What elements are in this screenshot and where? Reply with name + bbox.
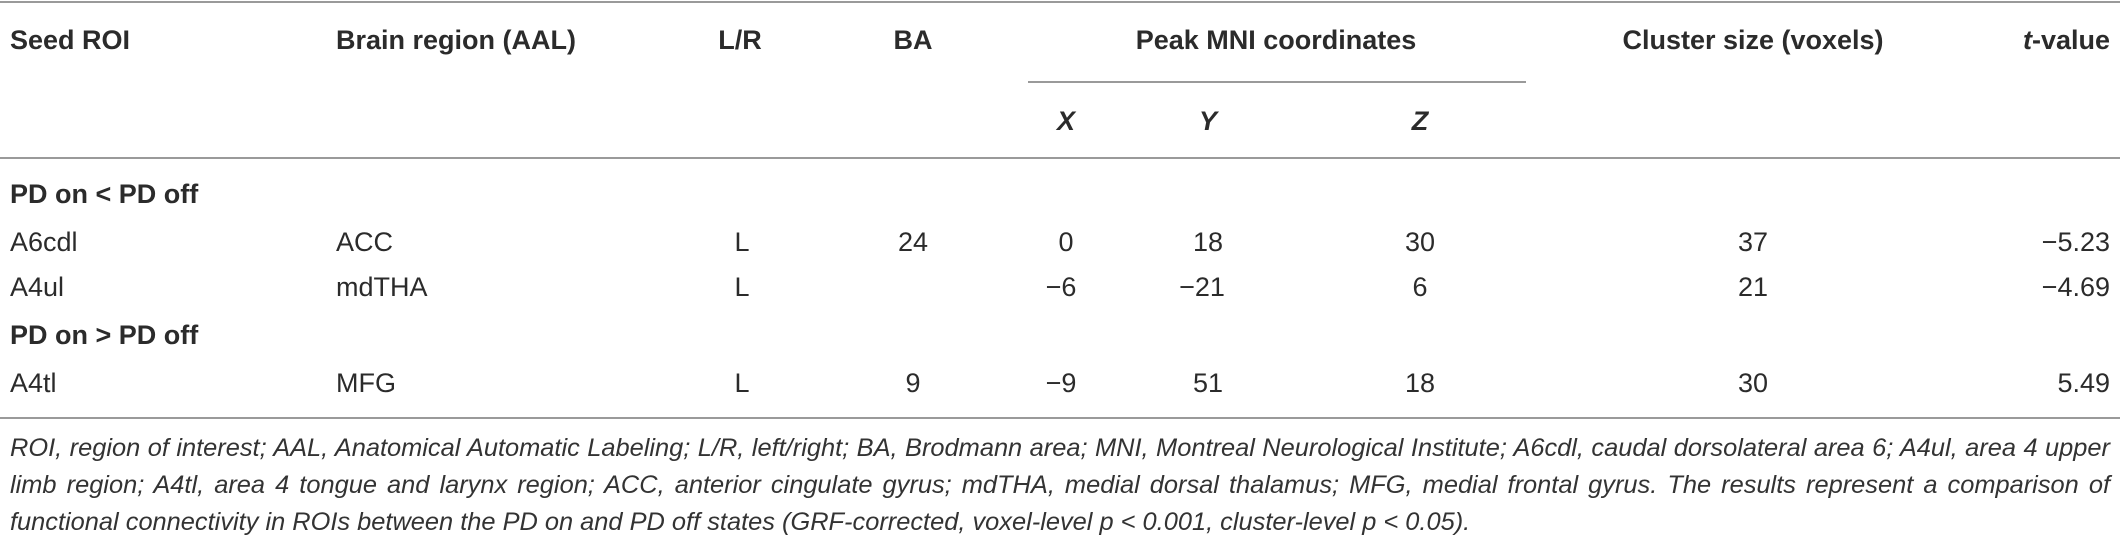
header-ba: BA (893, 25, 933, 55)
cell-y: −21 (1179, 272, 1225, 302)
cell-lr: L (734, 368, 750, 398)
cell-region: MFG (336, 368, 396, 398)
cell-x: 0 (1058, 227, 1074, 257)
cell-cluster: 21 (1737, 272, 1769, 302)
cell-x: −6 (1045, 272, 1077, 302)
header-brain-region: Brain region (AAL) (336, 25, 576, 55)
header-x: X (1056, 106, 1076, 136)
table-bottom-rule (0, 417, 2120, 419)
header-cluster-size: Cluster size (voxels) (1622, 25, 1884, 55)
cell-y: 51 (1192, 368, 1224, 398)
cell-lr: L (734, 227, 750, 257)
header-t-italic: t (2022, 25, 2032, 55)
cell-ba: 24 (897, 227, 929, 257)
cell-cluster: 30 (1737, 368, 1769, 398)
cell-region: mdTHA (336, 272, 428, 302)
table-footnote: ROI, region of interest; AAL, Anatomical… (10, 434, 2110, 536)
cell-z: 18 (1404, 368, 1436, 398)
header-peak-mni: Peak MNI coordinates (1135, 25, 1417, 55)
cell-region: ACC (336, 227, 394, 257)
cell-x: −9 (1045, 368, 1077, 398)
header-seed-roi: Seed ROI (10, 25, 131, 55)
section-title: PD on > PD off (10, 320, 199, 350)
header-t-value: t-value (2023, 24, 2110, 56)
cell-t: 5.49 (2057, 368, 2110, 398)
cell-z: 30 (1404, 227, 1436, 257)
cell-seed: A6cdl (10, 227, 78, 257)
section-title: PD on < PD off (10, 179, 199, 209)
cell-lr: L (734, 272, 750, 302)
cell-seed: A4ul (10, 272, 65, 302)
table-top-rule (0, 1, 2120, 3)
cell-t: −5.23 (2041, 227, 2110, 257)
cell-cluster: 37 (1737, 227, 1769, 257)
header-bottom-rule (0, 157, 2120, 159)
coordinates-underline (1028, 81, 1526, 83)
header-lr: L/R (718, 25, 762, 55)
header-t-suffix: -value (2031, 25, 2110, 55)
header-y: Y (1198, 106, 1218, 136)
cell-y: 18 (1192, 227, 1224, 257)
cell-z: 6 (1412, 272, 1428, 302)
cell-t: −4.69 (2041, 272, 2110, 302)
cell-ba: 9 (905, 368, 921, 398)
header-z: Z (1411, 106, 1429, 136)
cell-seed: A4tl (10, 368, 57, 398)
